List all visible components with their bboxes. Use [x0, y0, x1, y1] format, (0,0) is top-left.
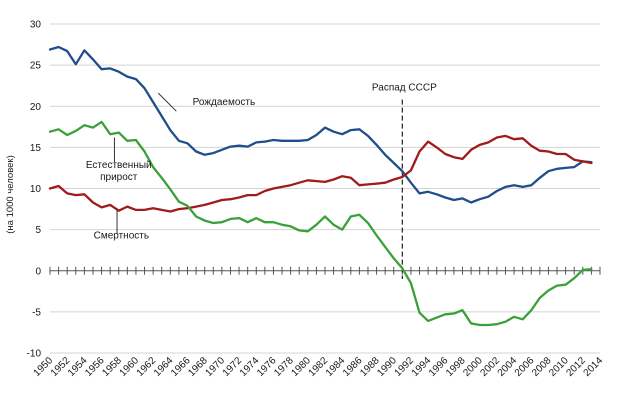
y-tick-label: -10 — [27, 349, 42, 360]
annotation-natural-increase-line: прирост — [100, 172, 138, 183]
y-tick-label: 5 — [35, 225, 41, 236]
series-annotations: Рождаемость Естественный прирост Смертность — [86, 92, 256, 242]
y-tick-label: 25 — [30, 61, 42, 72]
annotation-natural-increase: Естественный прирост — [86, 160, 152, 183]
x-tick-labels: 1950195219541956195819601962196419661968… — [32, 355, 606, 379]
annotation-leader — [157, 92, 177, 112]
y-tick-labels: 30 25 20 15 10 5 0 -5 -10 — [27, 20, 42, 360]
y-tick-label: 15 — [30, 143, 42, 154]
zero-axis — [49, 266, 601, 275]
y-tick-label: 10 — [30, 184, 42, 195]
y-tick-label: 0 — [35, 266, 41, 277]
series-lines — [48, 45, 593, 327]
y-tick-label: 30 — [30, 20, 42, 31]
event-marker: Распад СССР — [372, 83, 437, 279]
gridlines — [50, 23, 600, 354]
annotation-death: Смертность — [94, 231, 149, 242]
annotation-natural-increase-line: Естественный — [86, 160, 152, 171]
y-tick-label: 20 — [30, 102, 42, 113]
series-line-1 — [48, 134, 593, 213]
annotation-birth: Рождаемость — [193, 97, 256, 108]
series-line-0 — [48, 45, 593, 204]
y-axis-label: (на 1000 человек) — [5, 155, 16, 234]
x-tick-label: 2014 — [582, 355, 606, 379]
series-line-2 — [48, 120, 593, 327]
y-tick-label: -5 — [32, 307, 41, 318]
event-label: Распад СССР — [372, 83, 437, 94]
